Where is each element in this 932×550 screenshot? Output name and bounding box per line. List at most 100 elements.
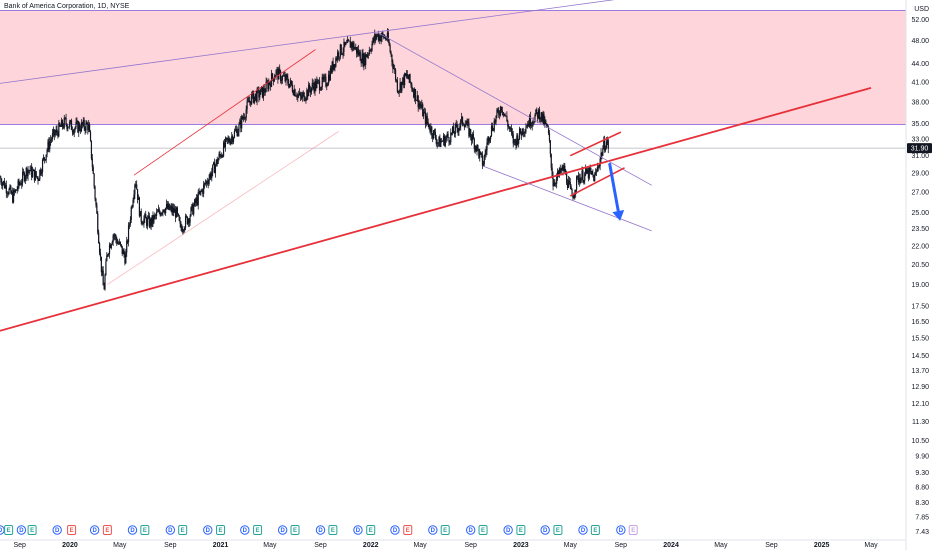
candle-body xyxy=(415,100,417,101)
dividend-marker-icon[interactable] xyxy=(127,525,138,535)
candle-body xyxy=(566,183,569,188)
candle-body xyxy=(531,121,533,126)
time-tick-label: 2022 xyxy=(363,542,379,549)
candle-body xyxy=(4,185,7,188)
earnings-marker-icon[interactable] xyxy=(253,525,263,535)
flag-upper-trendline[interactable] xyxy=(569,131,622,157)
candle-body xyxy=(411,84,413,90)
candle-body xyxy=(110,244,112,248)
dividend-marker-icon[interactable] xyxy=(203,525,213,535)
candle-body xyxy=(193,205,195,215)
projection-arrow-head[interactable] xyxy=(612,209,625,221)
earnings-marker-icon[interactable] xyxy=(628,525,638,535)
candle-body xyxy=(346,39,349,43)
candle-body xyxy=(424,111,427,124)
price-tick-label: 25.00 xyxy=(911,210,929,217)
projection-arrow-shaft[interactable] xyxy=(608,162,620,213)
earnings-marker-icon[interactable] xyxy=(67,525,77,535)
candle-body xyxy=(387,32,389,42)
candle-body xyxy=(606,140,608,142)
dividend-marker-icon[interactable] xyxy=(616,525,626,535)
earnings-marker-icon[interactable] xyxy=(440,525,450,535)
earnings-marker-icon[interactable] xyxy=(178,525,188,535)
time-tick-label: May xyxy=(263,542,277,549)
earnings-marker-icon[interactable] xyxy=(4,525,14,535)
candle-body xyxy=(458,128,460,132)
candle-body xyxy=(404,73,407,76)
candle-body xyxy=(352,42,354,48)
pink-faint-lower-trendline[interactable] xyxy=(107,131,339,285)
candle-body xyxy=(333,64,335,70)
candle-body xyxy=(3,181,6,188)
purple-upper-channel-trendline[interactable] xyxy=(0,0,646,84)
earnings-marker-icon[interactable] xyxy=(366,525,376,535)
dividend-marker-icon[interactable] xyxy=(465,525,476,535)
downtrend-lower-trendline[interactable] xyxy=(482,165,652,232)
candle-body xyxy=(132,199,134,207)
candle-body xyxy=(371,43,373,51)
flag-lower-trendline[interactable] xyxy=(569,167,625,197)
candle-body xyxy=(541,112,543,122)
dividend-marker-icon[interactable] xyxy=(277,525,288,535)
candle-body xyxy=(376,33,379,36)
candle-body xyxy=(442,141,444,142)
earnings-marker-icon[interactable] xyxy=(102,525,112,535)
candle-body xyxy=(485,150,487,154)
candle-body xyxy=(279,68,281,71)
candle-body xyxy=(553,182,555,187)
earnings-marker-icon[interactable] xyxy=(590,525,600,535)
dividend-marker-icon[interactable] xyxy=(165,525,176,535)
candle-body xyxy=(360,60,362,64)
candle-body xyxy=(544,120,546,125)
candle-body xyxy=(444,139,446,146)
candle-body xyxy=(362,53,364,66)
candle-body xyxy=(487,137,489,143)
candle-body xyxy=(493,120,495,131)
dividend-marker-icon[interactable] xyxy=(503,525,513,535)
earnings-marker-icon[interactable] xyxy=(140,525,150,535)
dividend-marker-icon[interactable] xyxy=(390,525,400,535)
dividend-marker-icon[interactable] xyxy=(540,525,550,535)
candle-body xyxy=(91,158,93,168)
dividend-marker-icon[interactable] xyxy=(240,525,250,535)
candle-body xyxy=(281,75,284,81)
earnings-marker-icon[interactable] xyxy=(516,525,526,535)
dividend-marker-icon[interactable] xyxy=(16,525,27,535)
candle-body xyxy=(564,165,566,174)
candle-body xyxy=(338,56,341,58)
candle-body xyxy=(140,211,142,222)
red-thin-upper-trendline[interactable] xyxy=(133,49,316,176)
candle-body xyxy=(559,168,561,173)
earnings-marker-icon[interactable] xyxy=(553,525,563,535)
earnings-marker-icon[interactable] xyxy=(328,525,338,535)
candle-body xyxy=(301,94,303,99)
downtrend-upper-trendline[interactable] xyxy=(377,32,652,186)
candle-body xyxy=(77,121,79,133)
candle-body xyxy=(290,80,293,85)
candle-body xyxy=(247,100,249,102)
dividend-marker-icon[interactable] xyxy=(353,525,363,535)
dividend-marker-icon[interactable] xyxy=(315,525,326,535)
candle-body xyxy=(189,216,191,223)
earnings-marker-icon[interactable] xyxy=(216,525,226,535)
dividend-marker-icon[interactable] xyxy=(52,525,62,535)
earnings-marker-icon[interactable] xyxy=(27,525,37,535)
support-major-trendline[interactable] xyxy=(0,87,872,332)
earnings-marker-icon[interactable] xyxy=(403,525,413,535)
candle-body xyxy=(117,242,120,244)
candle-body xyxy=(171,206,173,213)
price-tick-label: 48.00 xyxy=(911,38,929,45)
resistance-zone[interactable] xyxy=(0,10,906,125)
time-tick-label: May xyxy=(714,542,728,549)
candle-body xyxy=(182,229,184,232)
candle-body xyxy=(260,88,262,95)
time-tick-label: Sep xyxy=(464,542,477,549)
dividend-marker-icon[interactable] xyxy=(428,525,438,535)
candle-body xyxy=(101,270,103,273)
dividend-marker-icon[interactable] xyxy=(89,525,100,535)
earnings-marker-icon[interactable] xyxy=(478,525,488,535)
earnings-marker-icon[interactable] xyxy=(290,525,300,535)
candle-body xyxy=(306,90,308,99)
dividend-marker-icon[interactable] xyxy=(578,525,588,535)
